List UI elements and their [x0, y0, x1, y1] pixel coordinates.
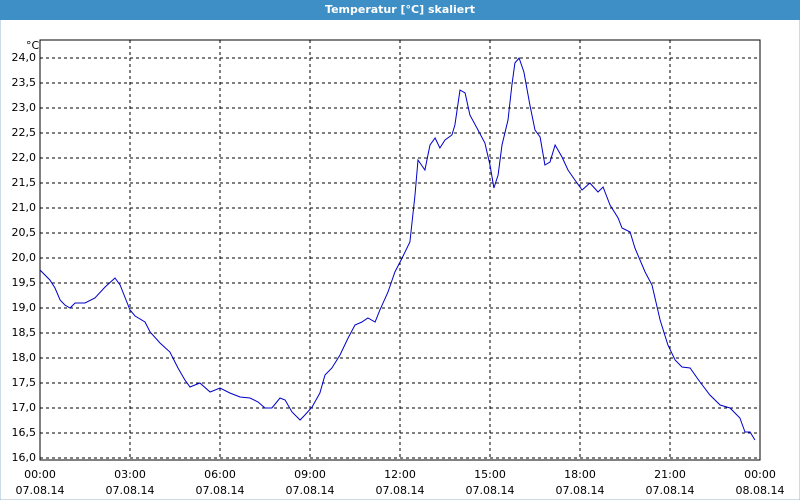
x-tick-date: 07.08.14	[466, 484, 515, 497]
y-tick-label: 22,0	[12, 151, 37, 164]
x-tick-label: 06:00	[204, 468, 236, 481]
x-tick-date: 07.08.14	[646, 484, 695, 497]
y-tick-label: 18,0	[12, 351, 37, 364]
y-tick-label: 16,0	[12, 451, 37, 464]
x-tick-date: 07.08.14	[376, 484, 425, 497]
y-tick-label: 21,5	[12, 176, 37, 189]
x-tick-label: 09:00	[294, 468, 326, 481]
y-tick-label: 19,5	[12, 276, 37, 289]
x-tick-date: 07.08.14	[196, 484, 245, 497]
y-tick-label: 16,5	[12, 426, 37, 439]
y-tick-label: 17,5	[12, 376, 37, 389]
x-tick-label: 00:00	[24, 468, 56, 481]
x-tick-date: 07.08.14	[286, 484, 335, 497]
x-tick-label: 18:00	[564, 468, 596, 481]
y-tick-label: 17,0	[12, 401, 37, 414]
x-tick-date: 07.08.14	[106, 484, 155, 497]
y-tick-label: 20,0	[12, 251, 37, 264]
y-tick-label: 23,5	[12, 76, 37, 89]
chart-title: Temperatur [°C] skaliert	[325, 3, 475, 16]
y-tick-label: 22,5	[12, 126, 37, 139]
temperature-line	[39, 57, 756, 441]
x-tick-label: 21:00	[654, 468, 686, 481]
y-unit: °C	[26, 39, 40, 52]
x-tick-date: 07.08.14	[16, 484, 65, 497]
y-tick-label: 23,0	[12, 101, 37, 114]
y-tick-label: 20,5	[12, 226, 37, 239]
plot-frame	[39, 39, 761, 461]
y-tick-label: 21,0	[12, 201, 37, 214]
y-tick-label: 18,5	[12, 326, 37, 339]
x-tick-label: 12:00	[384, 468, 416, 481]
x-tick-label: 15:00	[474, 468, 506, 481]
x-tick-date: 07.08.14	[556, 484, 605, 497]
y-tick-label: 24,0	[12, 51, 37, 64]
x-tick-label: 00:00	[744, 468, 776, 481]
x-tick-label: 03:00	[114, 468, 146, 481]
x-tick-date: 08.08.14	[736, 484, 785, 497]
y-tick-label: 19,0	[12, 301, 37, 314]
title-bar	[0, 0, 800, 20]
